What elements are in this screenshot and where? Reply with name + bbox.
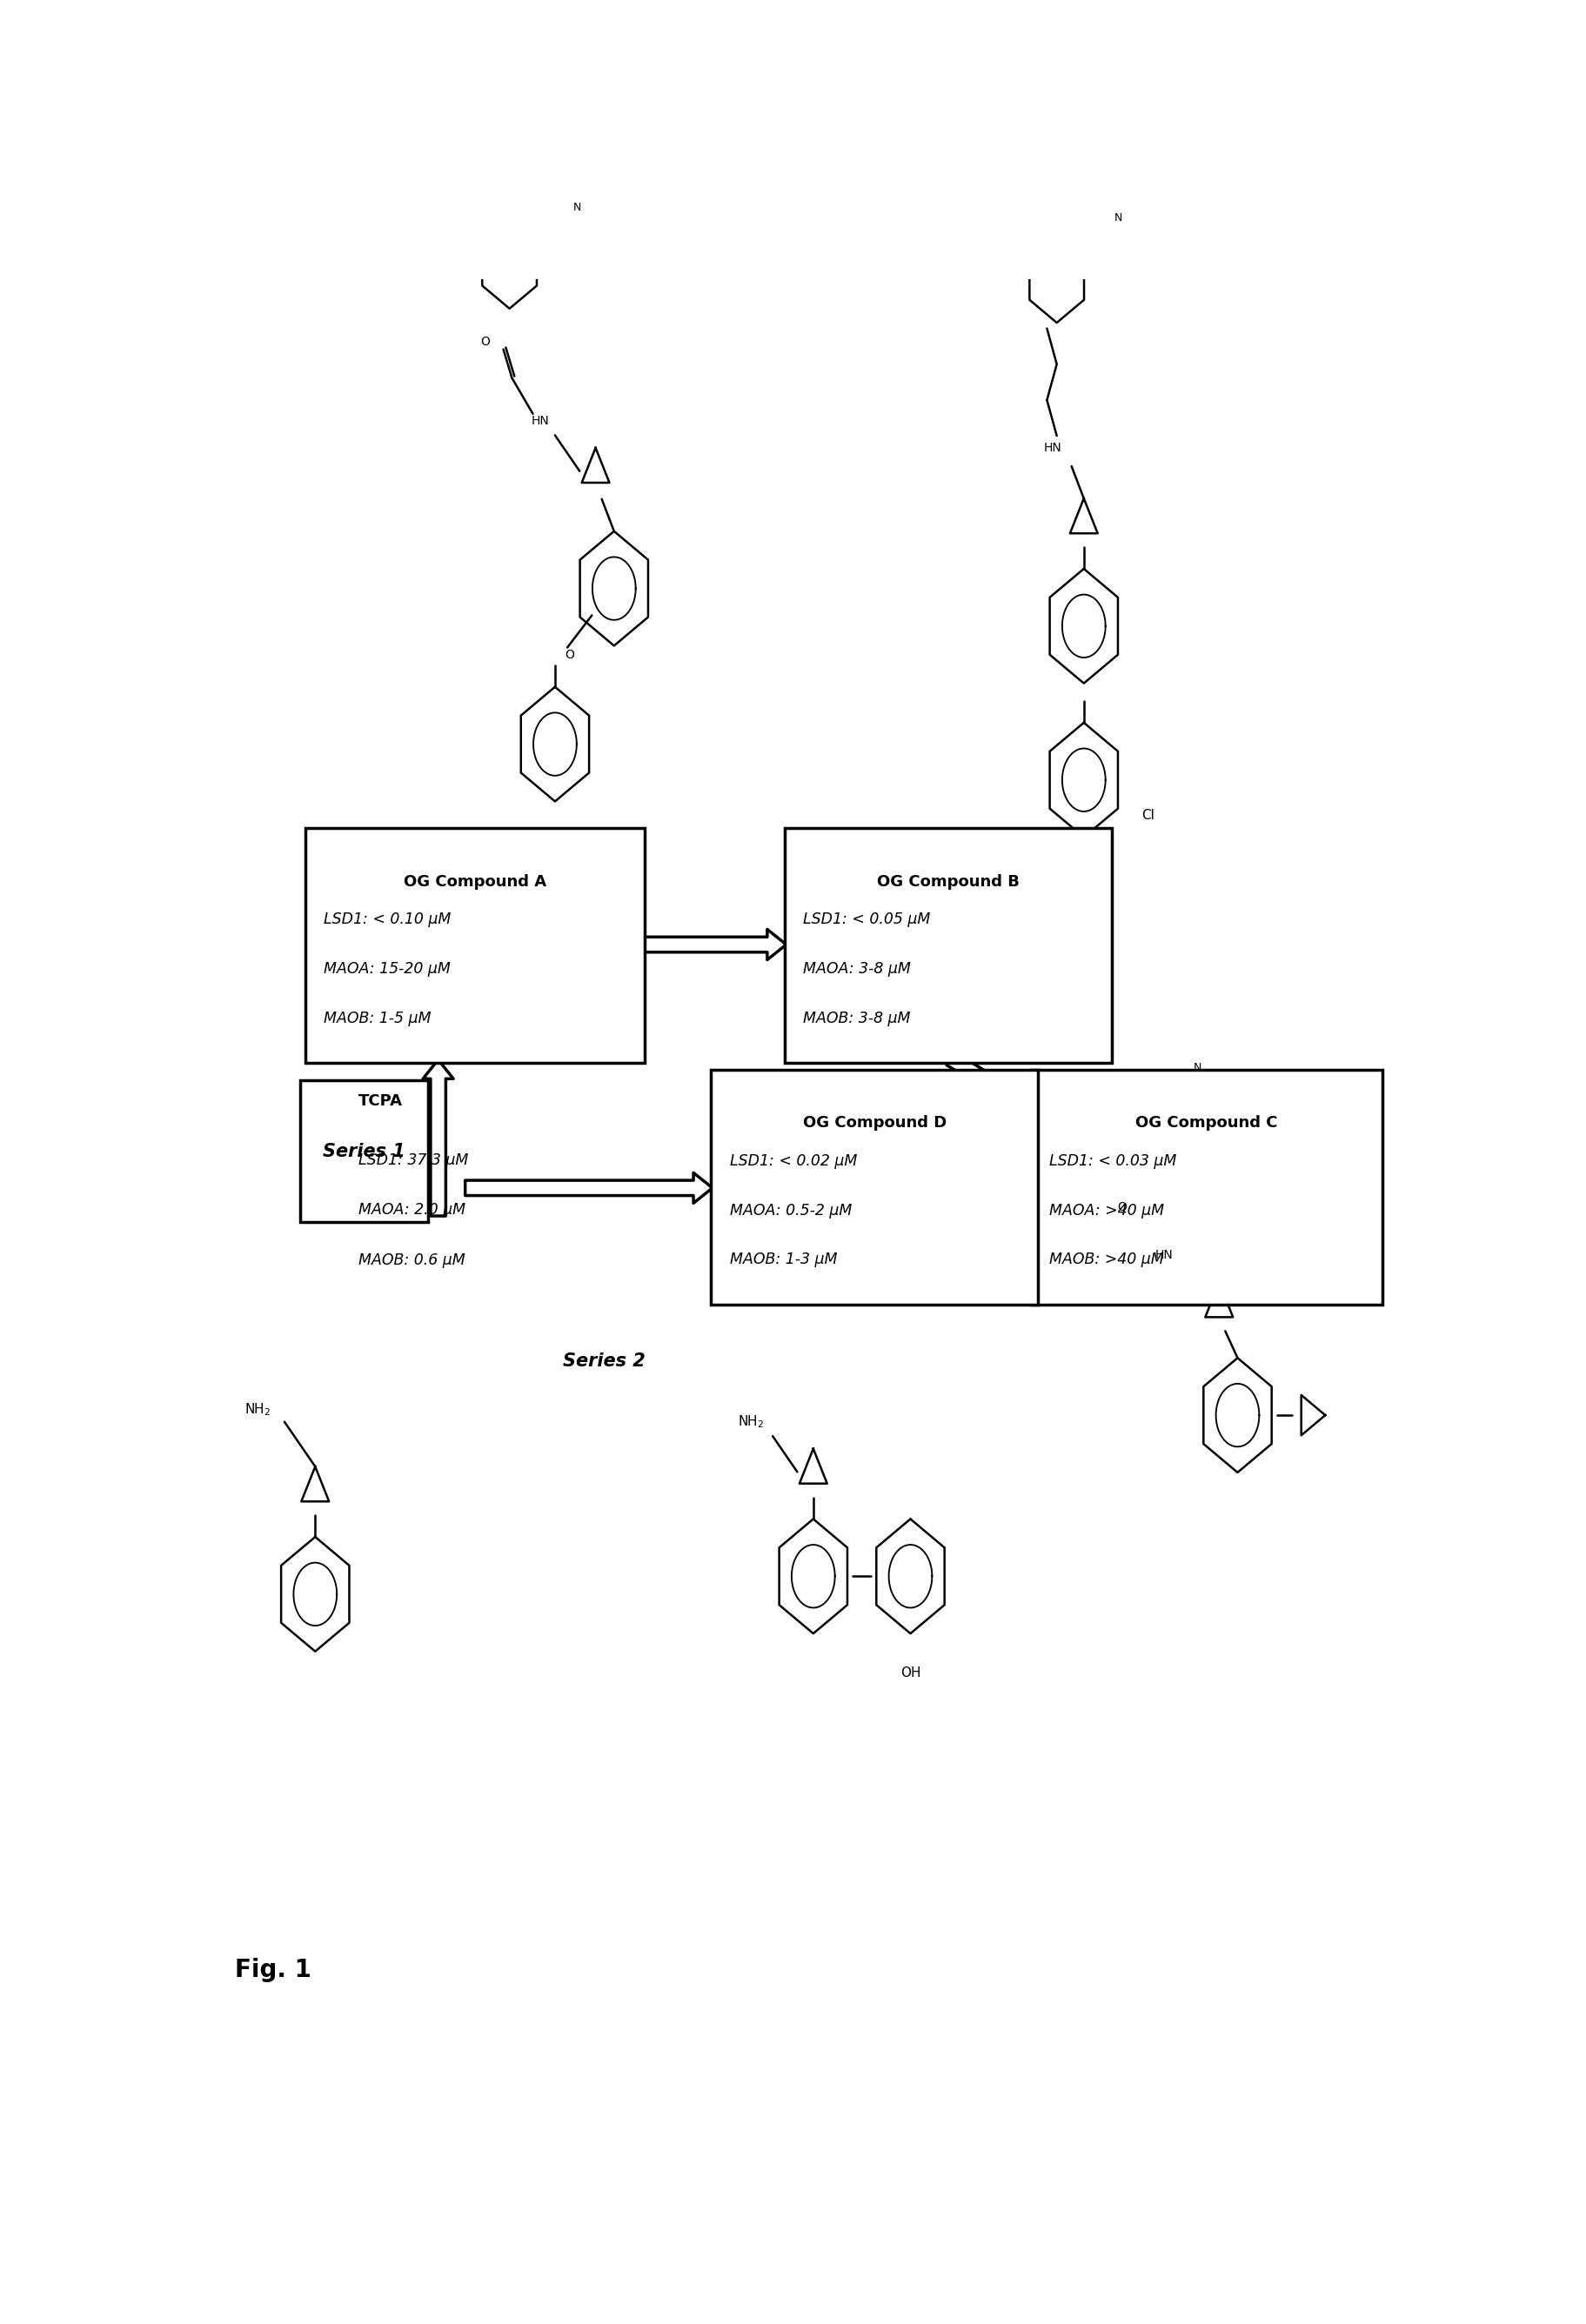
Text: MAOB: 1-5 μM: MAOB: 1-5 μM bbox=[324, 1011, 431, 1025]
Text: LSD1: < 0.05 μM: LSD1: < 0.05 μM bbox=[803, 911, 931, 927]
Text: HN: HN bbox=[1155, 1250, 1172, 1262]
FancyBboxPatch shape bbox=[305, 827, 644, 1062]
Text: N: N bbox=[1193, 1062, 1201, 1074]
Text: LSD1: < 0.02 μM: LSD1: < 0.02 μM bbox=[730, 1153, 856, 1169]
Text: LSD1: < 0.03 μM: LSD1: < 0.03 μM bbox=[1048, 1153, 1177, 1169]
Text: Series 2: Series 2 bbox=[563, 1353, 646, 1371]
FancyBboxPatch shape bbox=[785, 827, 1112, 1062]
Text: OG Compound C: OG Compound C bbox=[1136, 1116, 1277, 1132]
Text: O: O bbox=[1117, 1202, 1126, 1213]
Text: MAOA: 3-8 μM: MAOA: 3-8 μM bbox=[803, 962, 910, 976]
Text: OG Compound D: OG Compound D bbox=[803, 1116, 947, 1132]
FancyBboxPatch shape bbox=[300, 1081, 428, 1222]
Text: HN: HN bbox=[1044, 442, 1061, 456]
Text: MAOB: 0.6 μM: MAOB: 0.6 μM bbox=[358, 1253, 465, 1269]
Text: LSD1: 37.3 μM: LSD1: 37.3 μM bbox=[358, 1153, 468, 1167]
Text: Cl: Cl bbox=[1140, 809, 1155, 823]
Text: N: N bbox=[573, 202, 580, 214]
Text: Series 1: Series 1 bbox=[324, 1143, 406, 1160]
Text: O: O bbox=[481, 337, 490, 349]
Text: MAOA: 2.0 μM: MAOA: 2.0 μM bbox=[358, 1202, 465, 1218]
Text: TCPA: TCPA bbox=[358, 1092, 403, 1109]
Text: LSD1: < 0.10 μM: LSD1: < 0.10 μM bbox=[324, 911, 450, 927]
Text: MAOA: 0.5-2 μM: MAOA: 0.5-2 μM bbox=[730, 1204, 852, 1218]
Text: O: O bbox=[565, 648, 574, 660]
Text: MAOB: 3-8 μM: MAOB: 3-8 μM bbox=[803, 1011, 910, 1025]
Text: MAOB: 1-3 μM: MAOB: 1-3 μM bbox=[730, 1253, 837, 1267]
Text: MAOB: >40 μM: MAOB: >40 μM bbox=[1048, 1253, 1164, 1267]
Text: OG Compound A: OG Compound A bbox=[403, 874, 546, 890]
Text: NH$_2$: NH$_2$ bbox=[737, 1413, 763, 1429]
FancyBboxPatch shape bbox=[711, 1069, 1037, 1304]
Text: OH: OH bbox=[899, 1666, 920, 1680]
Text: MAOA: 15-20 μM: MAOA: 15-20 μM bbox=[324, 962, 450, 976]
FancyBboxPatch shape bbox=[1031, 1069, 1381, 1304]
Text: N: N bbox=[1113, 211, 1121, 223]
Text: MAOA: >40 μM: MAOA: >40 μM bbox=[1048, 1204, 1164, 1218]
Text: OG Compound B: OG Compound B bbox=[877, 874, 1020, 890]
Text: NH$_2$: NH$_2$ bbox=[244, 1401, 270, 1418]
Text: Fig. 1: Fig. 1 bbox=[235, 1957, 311, 1982]
Text: HN: HN bbox=[531, 416, 549, 428]
